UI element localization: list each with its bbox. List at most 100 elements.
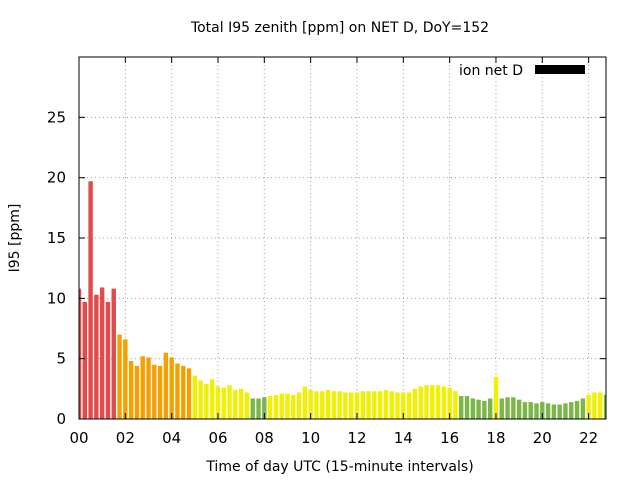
bar	[406, 392, 412, 419]
x-tick-label: 00	[69, 429, 88, 447]
x-tick-label: 02	[116, 429, 135, 447]
y-tick-label: 10	[47, 289, 66, 307]
bar	[94, 294, 99, 419]
bar	[447, 387, 452, 419]
x-tick-label: 18	[486, 429, 505, 447]
x-tick-label: 10	[301, 429, 320, 447]
bar	[598, 392, 603, 419]
bar	[337, 391, 342, 419]
bar	[441, 386, 447, 419]
bar	[511, 397, 516, 419]
bar	[534, 403, 539, 419]
bar	[99, 287, 105, 419]
bar	[499, 398, 504, 419]
x-tick-label: 06	[208, 429, 227, 447]
bar	[464, 396, 470, 419]
bar	[522, 402, 528, 419]
bar	[157, 365, 163, 419]
bar	[505, 397, 510, 419]
bar	[424, 385, 429, 419]
bar	[551, 404, 557, 419]
x-tick-label: 16	[440, 429, 459, 447]
bar	[389, 391, 394, 419]
bar	[383, 390, 389, 419]
bar	[117, 334, 122, 419]
bar	[233, 390, 238, 419]
grid-lines	[79, 57, 606, 419]
bar	[574, 400, 580, 419]
bar	[140, 356, 145, 419]
y-axis-label: I95 [ppm]	[7, 204, 23, 273]
bar	[279, 393, 284, 419]
bar	[395, 392, 400, 419]
bar	[540, 402, 545, 419]
x-tick-label: 04	[162, 429, 181, 447]
bar	[528, 402, 533, 419]
bar	[256, 398, 261, 419]
x-tick-label: 12	[347, 429, 366, 447]
bar	[453, 391, 458, 419]
bar	[244, 392, 250, 419]
bar	[285, 393, 290, 419]
bar	[79, 288, 82, 419]
y-tick-label: 5	[56, 350, 66, 368]
bar	[123, 339, 128, 419]
bar	[204, 384, 209, 419]
bar	[470, 398, 476, 419]
bar	[493, 376, 499, 419]
bar	[302, 386, 308, 419]
bar	[569, 402, 574, 419]
x-tick-label: 08	[255, 429, 274, 447]
bar	[314, 391, 319, 419]
bar	[163, 352, 169, 419]
bar	[412, 388, 418, 419]
bar	[360, 391, 365, 419]
bar	[221, 387, 226, 419]
bar	[476, 399, 481, 419]
y-tick-label: 25	[47, 108, 66, 126]
bar	[430, 385, 435, 419]
bar	[580, 398, 586, 419]
bar	[152, 364, 157, 419]
bar	[331, 391, 337, 419]
bar	[291, 394, 296, 419]
bar	[82, 301, 87, 419]
bar	[557, 404, 562, 419]
x-tick-label: 20	[533, 429, 552, 447]
bar	[250, 398, 255, 419]
x-tick-label: 14	[394, 429, 413, 447]
bar	[175, 363, 180, 419]
bar	[348, 392, 354, 419]
bar	[435, 385, 441, 419]
bar	[273, 394, 279, 419]
y-tick-label: 15	[47, 229, 66, 247]
bar	[128, 361, 134, 419]
bar	[134, 365, 140, 419]
bars-group	[79, 181, 606, 419]
bar	[146, 357, 151, 419]
bar	[563, 403, 568, 419]
bar	[192, 375, 198, 419]
bar	[186, 368, 192, 419]
bar	[262, 397, 267, 419]
bar	[111, 288, 116, 419]
bar	[227, 385, 232, 419]
axis-ticks: 00 02 04 06 08 10 12 14 16 18 20 22 0 5 10 15 20 25	[47, 57, 606, 447]
bar	[372, 391, 377, 419]
bar	[267, 396, 273, 419]
bar	[516, 399, 522, 419]
bar	[418, 386, 423, 419]
bar	[401, 392, 406, 419]
x-axis-label: Time of day UTC (15-minute intervals)	[205, 459, 473, 475]
legend-swatch	[535, 65, 585, 74]
bar	[308, 390, 313, 419]
bar	[209, 379, 215, 419]
legend: ion net D	[459, 63, 585, 79]
bar	[181, 365, 186, 419]
bar	[215, 386, 221, 419]
bar	[238, 388, 244, 419]
x-tick-label: 22	[579, 429, 598, 447]
bar	[377, 391, 383, 419]
bar	[105, 301, 111, 419]
